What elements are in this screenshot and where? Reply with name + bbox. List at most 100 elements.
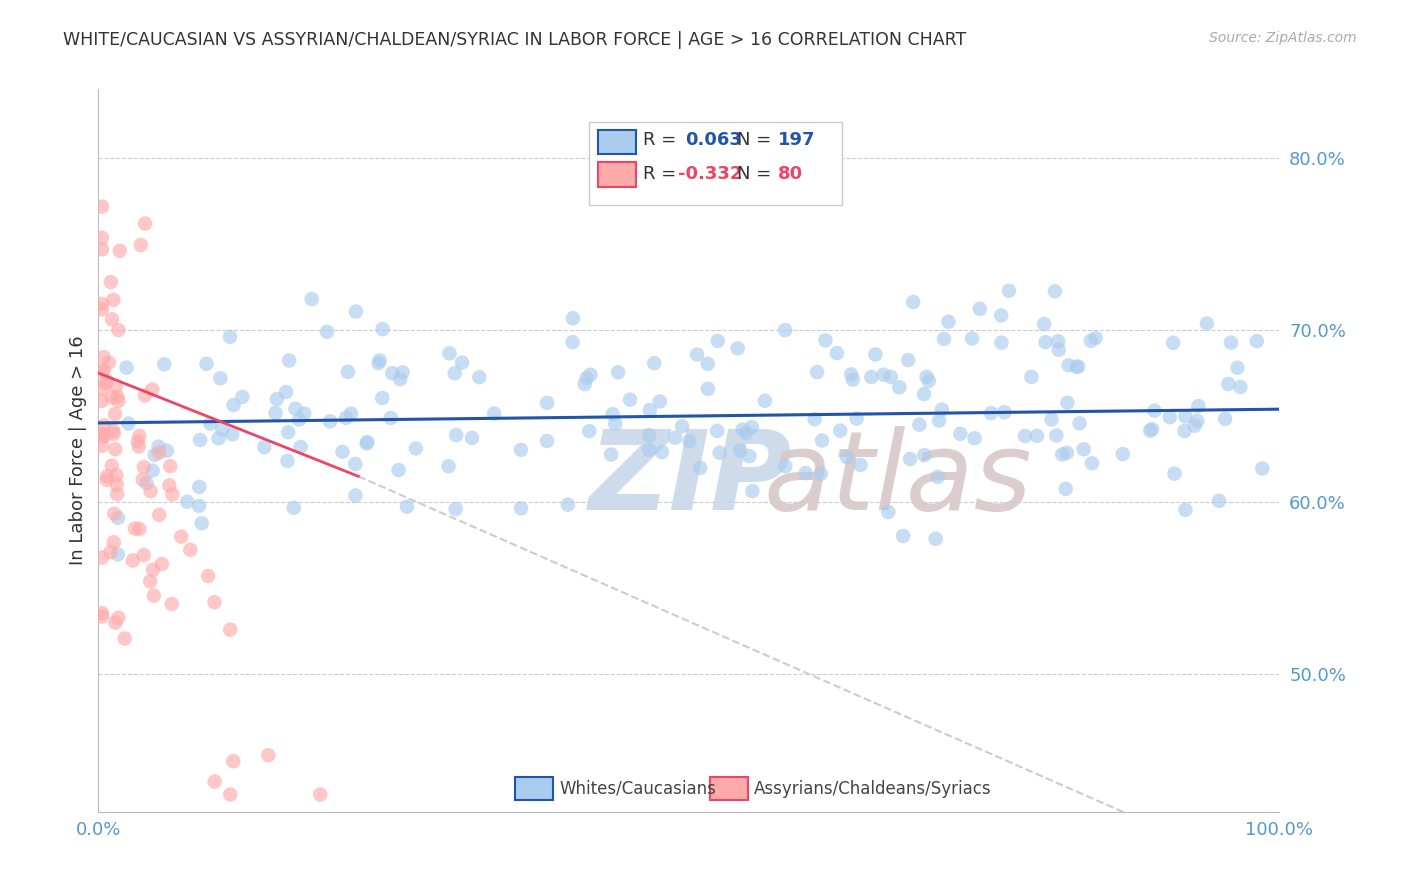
Point: [915, 369, 938, 384]
Point: [1143, 403, 1166, 417]
Point: [94, 376, 117, 391]
Point: [671, 419, 693, 434]
Point: [221, 427, 243, 442]
Point: [638, 428, 661, 442]
Point: [709, 446, 731, 460]
Point: [1084, 331, 1107, 345]
Point: [443, 366, 465, 380]
Point: [253, 440, 276, 454]
Point: [605, 417, 627, 431]
Point: [316, 325, 339, 339]
Point: [93, 363, 115, 377]
Point: [219, 788, 242, 802]
Point: [557, 498, 579, 512]
Point: [128, 522, 150, 536]
Text: Whites/Caucasians: Whites/Caucasians: [560, 780, 716, 797]
Point: [872, 368, 894, 382]
Point: [274, 384, 297, 399]
Point: [332, 445, 354, 459]
Point: [231, 390, 253, 404]
Point: [103, 424, 125, 438]
Text: Assyrians/Chaldeans/Syriacs: Assyrians/Chaldeans/Syriacs: [754, 780, 991, 797]
Point: [741, 420, 763, 434]
Point: [107, 323, 129, 337]
FancyBboxPatch shape: [589, 121, 842, 205]
Point: [104, 615, 127, 630]
Text: 80: 80: [778, 165, 803, 183]
Point: [1112, 447, 1135, 461]
Point: [932, 332, 955, 346]
Point: [148, 445, 170, 459]
FancyBboxPatch shape: [516, 777, 553, 800]
Point: [1040, 412, 1063, 426]
Point: [121, 553, 143, 567]
Point: [91, 426, 114, 441]
Point: [536, 396, 558, 410]
Point: [344, 304, 367, 318]
Point: [91, 200, 114, 214]
Point: [1174, 503, 1197, 517]
Point: [197, 569, 219, 583]
Text: Source: ZipAtlas.com: Source: ZipAtlas.com: [1209, 31, 1357, 45]
Point: [963, 431, 986, 445]
Point: [731, 423, 754, 437]
Point: [105, 468, 128, 483]
Point: [1174, 409, 1197, 424]
Point: [157, 478, 180, 492]
Point: [107, 511, 129, 525]
Point: [651, 445, 673, 459]
Point: [619, 392, 641, 407]
Point: [148, 508, 170, 522]
Text: WHITE/CAUCASIAN VS ASSYRIAN/CHALDEAN/SYRIAC IN LABOR FORCE | AGE > 16 CORRELATIO: WHITE/CAUCASIAN VS ASSYRIAN/CHALDEAN/SYR…: [63, 31, 966, 49]
Point: [211, 422, 233, 436]
Point: [735, 425, 758, 440]
Point: [1056, 446, 1078, 460]
Point: [104, 442, 127, 457]
Point: [1251, 461, 1274, 475]
Point: [107, 611, 129, 625]
Point: [115, 360, 138, 375]
Point: [908, 417, 931, 432]
Point: [803, 412, 825, 426]
Point: [209, 371, 232, 385]
Point: [117, 417, 139, 431]
Point: [91, 297, 114, 311]
Point: [928, 414, 950, 428]
Point: [1208, 493, 1230, 508]
Text: 197: 197: [778, 131, 815, 150]
Text: -0.332: -0.332: [678, 165, 742, 183]
Point: [898, 452, 921, 467]
Point: [389, 372, 412, 386]
Text: atlas: atlas: [763, 425, 1032, 533]
Point: [960, 332, 983, 346]
Point: [600, 448, 623, 462]
Point: [283, 500, 305, 515]
Point: [107, 393, 129, 408]
Point: [96, 469, 118, 483]
Point: [91, 231, 114, 245]
Point: [638, 442, 661, 457]
Point: [806, 365, 828, 379]
Point: [931, 402, 953, 417]
Point: [1187, 414, 1209, 428]
Point: [367, 356, 389, 370]
Point: [579, 368, 602, 382]
Point: [200, 417, 222, 431]
Point: [1218, 376, 1240, 391]
Point: [912, 448, 935, 462]
Point: [1056, 395, 1078, 409]
FancyBboxPatch shape: [710, 777, 748, 800]
Point: [127, 434, 149, 449]
Point: [1047, 334, 1070, 349]
Point: [678, 434, 700, 449]
Point: [319, 414, 342, 428]
Point: [444, 502, 467, 516]
Point: [664, 431, 686, 445]
Text: N =: N =: [737, 131, 772, 150]
Point: [738, 449, 761, 463]
Point: [727, 342, 749, 356]
Point: [686, 347, 709, 361]
Point: [405, 442, 427, 456]
Point: [381, 366, 404, 380]
Point: [574, 377, 596, 392]
